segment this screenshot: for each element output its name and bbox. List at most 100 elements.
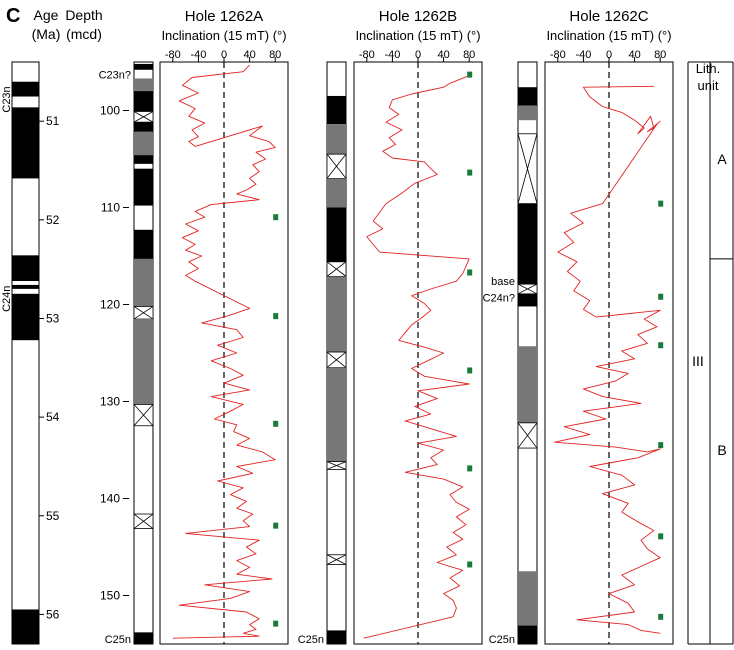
polarity-zone-normal (134, 155, 153, 164)
panel-label: C (6, 5, 20, 27)
depth-axis-unit: (mcd) (66, 26, 102, 42)
x-tick-label: -80 (550, 49, 566, 61)
x-tick-label: 0 (415, 49, 421, 61)
age-tick-label: 56 (46, 607, 60, 621)
age-chron-label: C23n (1, 86, 13, 112)
sample-marker (658, 533, 664, 540)
hole-title: Hole 1262B (379, 8, 457, 25)
hole-title: Hole 1262C (569, 8, 648, 25)
no-recovery-cross (326, 461, 347, 470)
depth-tick-label: 100 (100, 104, 120, 118)
polarity-column-label: base (491, 276, 515, 288)
age-normal-zone (12, 107, 39, 179)
x-tick-label: 40 (243, 49, 255, 61)
polarity-zone-normal (327, 207, 346, 262)
age-zone-label: n (22, 628, 28, 640)
x-tick-label: 80 (463, 49, 475, 61)
polarity-zone-uncertain (134, 131, 153, 156)
sample-marker (273, 620, 279, 627)
age-zone-label: C25 (15, 616, 35, 628)
inclination-series-line (172, 64, 276, 639)
hole-xlabel: Inclination (15 mT) (°) (546, 28, 671, 43)
age-tick-label: 52 (46, 213, 60, 227)
hole-1262c-panel: Hole 1262C Inclination (15 mT) (°) base C24… (483, 8, 674, 646)
polarity-zone-normal (134, 229, 153, 259)
age-normal-zone (12, 293, 39, 341)
polarity-zone-uncertain (134, 319, 153, 405)
inclination-series-line (363, 75, 470, 639)
lith-subunit-label: A (717, 151, 727, 167)
x-tick-label: 80 (654, 49, 666, 61)
sample-marker (467, 269, 473, 276)
age-normal-zone (12, 284, 39, 289)
polarity-column-label: C24n? (483, 293, 515, 305)
polarity-zone-normal (327, 630, 346, 644)
polarity-zone-normal (518, 87, 537, 106)
sample-marker (467, 367, 473, 374)
age-zone-label: 2n (19, 138, 31, 150)
no-recovery-cross (517, 133, 538, 204)
hole-xlabel: Inclination (15 mT) (°) (161, 28, 286, 43)
polarity-column-label: C25n (298, 634, 324, 646)
no-recovery-cross (326, 351, 347, 368)
sample-marker (467, 465, 473, 472)
lith-unit-title: unit (698, 78, 719, 93)
sample-marker (658, 442, 664, 449)
polarity-zone-uncertain (518, 571, 537, 626)
age-zone-label: 3n (19, 312, 31, 324)
x-tick-label: -40 (575, 49, 591, 61)
x-tick-label: 0 (221, 49, 227, 61)
no-recovery-cross (326, 554, 347, 565)
polarity-zone-uncertain (327, 367, 346, 462)
lith-subunit-label: B (717, 442, 726, 458)
age-normal-zone (12, 255, 39, 281)
polarity-zone-normal (518, 625, 537, 644)
polarity-column-label: C23n? (99, 70, 131, 82)
hole-1262b-panel: Hole 1262B Inclination (15 mT) (°) C25n -80… (298, 8, 483, 646)
depth-axis: 100 110 120 130 140 150 (100, 104, 129, 603)
sample-marker (273, 420, 279, 427)
polarity-zone-normal (518, 203, 537, 285)
x-tick-label: 40 (437, 49, 449, 61)
age-polarity-column: 1n 2n 1n 3n C25n C23n C24n 51 52 53 54 55 56 (1, 61, 60, 645)
age-normal-zone (12, 609, 39, 644)
polarity-zone-uncertain (327, 276, 346, 353)
polarity-zone-normal (134, 63, 153, 70)
no-recovery-cross (133, 111, 154, 123)
depth-tick-label: 130 (100, 395, 120, 409)
lith-title: Lith. (696, 61, 721, 76)
x-tick-label: 0 (606, 49, 612, 61)
sample-marker (658, 200, 664, 207)
polarity-zone-uncertain (518, 346, 537, 423)
no-recovery-cross (517, 283, 538, 295)
polarity-column-label: C25n (489, 634, 515, 646)
polarity-zone-uncertain (134, 258, 153, 307)
age-tick-label: 55 (46, 509, 60, 523)
age-tick-label: 54 (46, 410, 60, 424)
depth-tick-label: 150 (100, 589, 120, 603)
hole-1262a-panel: Hole 1262A Inclination (15 mT) (°) C23n? C2… (99, 8, 289, 646)
age-tick-label: 53 (46, 311, 60, 325)
x-tick-label: -80 (165, 49, 181, 61)
depth-axis-title: Depth (65, 7, 102, 23)
depth-tick-label: 120 (100, 298, 120, 312)
polarity-zone-uncertain (134, 78, 153, 92)
no-recovery-cross (133, 404, 154, 427)
sample-marker (658, 342, 664, 349)
polarity-zone-uncertain (518, 105, 537, 121)
sample-marker (467, 169, 473, 176)
polarity-column-label: C25n (105, 634, 131, 646)
sample-marker (273, 522, 279, 529)
x-tick-label: -40 (190, 49, 206, 61)
depth-tick-label: 140 (100, 492, 120, 506)
age-axis-unit: (Ma) (32, 26, 61, 42)
no-recovery-cross (326, 261, 347, 277)
polarity-zone-uncertain (327, 178, 346, 208)
hole-xlabel: Inclination (15 mT) (°) (355, 28, 480, 43)
age-tick-label: 51 (46, 114, 60, 128)
sample-marker (658, 613, 664, 620)
no-recovery-cross (517, 422, 538, 449)
polarity-zone-normal (327, 95, 346, 125)
sample-marker (658, 293, 664, 300)
x-tick-label: 80 (269, 49, 281, 61)
